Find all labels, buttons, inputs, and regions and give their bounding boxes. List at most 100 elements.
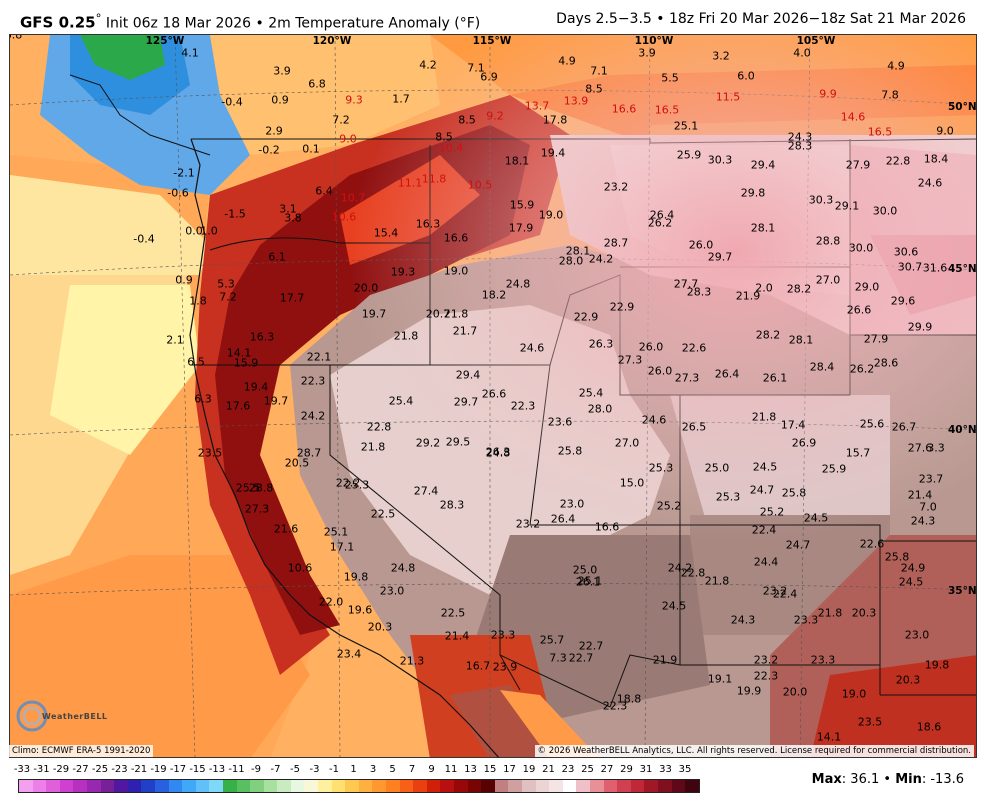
lon-label-115: 115°W	[472, 35, 512, 47]
station-value: 20.3	[367, 620, 393, 634]
station-value: 2.9	[265, 124, 283, 138]
lat-label-40: 40°N	[948, 424, 977, 436]
station-value: 25.2	[759, 505, 785, 519]
station-value: 22.4	[751, 523, 777, 537]
scale-tick-label: -31	[33, 764, 50, 775]
station-value: 24.5	[661, 599, 687, 613]
station-value: 19.4	[540, 146, 566, 160]
scale-swatch	[236, 780, 251, 792]
scale-swatch	[454, 780, 468, 792]
station-value: 11.5	[715, 90, 741, 104]
station-value: 6.8	[308, 77, 326, 91]
scale-swatch	[372, 780, 387, 792]
station-value: 17.4	[780, 418, 806, 432]
scale-tick-label: 35	[678, 764, 692, 775]
station-value: 30.7	[897, 260, 923, 274]
scale-tick-label: 31	[639, 764, 653, 775]
station-value: 16.6	[443, 231, 469, 245]
scale-bar	[18, 779, 700, 793]
station-value: 17.7	[279, 291, 305, 305]
station-value: 28.4	[809, 360, 835, 374]
scale-tick-label: 1	[350, 764, 357, 775]
scale-swatch	[114, 780, 128, 792]
station-value: 27.3	[674, 371, 700, 385]
scale-swatch	[73, 780, 87, 792]
station-value: 14.6	[840, 110, 866, 124]
station-value: 7.3	[549, 651, 567, 665]
station-value: 27.4	[413, 484, 439, 498]
min-label: Min	[895, 772, 922, 787]
station-value: 28.7	[296, 446, 322, 460]
station-value: 25.1	[323, 525, 349, 539]
max-min-readout: Max: 36.1 • Min: -13.6	[811, 772, 964, 787]
station-value: 22.8	[680, 566, 706, 580]
scale-tick-label: 33	[659, 764, 672, 775]
station-value: 19.8	[924, 658, 950, 672]
station-value: 25.9	[676, 148, 702, 162]
station-value: 19.1	[707, 672, 733, 686]
init-time: Init 06z 18 Mar 2026	[105, 15, 252, 32]
station-value: 9.0	[339, 132, 357, 146]
min-value: -13.6	[930, 772, 964, 787]
header-title: GFS 0.25° Init 06z 18 Mar 2026 • 2m Temp…	[20, 11, 481, 32]
station-value: 6.0	[737, 69, 755, 83]
scale-swatch	[168, 780, 183, 792]
scale-tick-label: -21	[130, 764, 148, 775]
station-value: 4.9	[558, 54, 576, 68]
station-value: 16.7	[465, 659, 491, 673]
station-value: 19.9	[736, 684, 762, 698]
scale-swatch	[290, 780, 305, 792]
station-value: 24.3	[730, 613, 756, 627]
station-value: 16.8	[10, 34, 23, 42]
scale-swatch	[386, 780, 400, 792]
scale-tick-label: 23	[561, 764, 575, 775]
station-value: 20.0	[353, 281, 379, 295]
scale-swatch	[603, 780, 618, 792]
station-value: 19.4	[243, 380, 269, 394]
scale-tick-label: -7	[270, 764, 281, 775]
station-value: 30.0	[848, 241, 874, 255]
station-value: 25.8	[781, 486, 807, 500]
station-value: 17.9	[508, 221, 534, 235]
station-value: 25.1	[577, 574, 603, 588]
scale-swatch	[589, 780, 604, 792]
scale-tick-label: 7	[408, 764, 416, 775]
station-value: 22.9	[573, 310, 599, 324]
station-value: 24.3	[787, 130, 813, 144]
scale-tick-label: -19	[150, 764, 167, 775]
station-value: 25.1	[673, 119, 699, 133]
scale-swatch	[222, 780, 237, 792]
max-label: Max	[811, 772, 842, 787]
scale-swatch	[318, 780, 332, 792]
station-value: 23.0	[379, 584, 405, 598]
station-value: 26.0	[638, 340, 664, 354]
scale-tick-label: -13	[208, 764, 226, 775]
station-value: 27.0	[614, 436, 640, 450]
station-value: 27.9	[863, 332, 889, 346]
station-value: 3.8	[284, 211, 302, 225]
scale-swatch	[644, 780, 658, 792]
station-value: 22.3	[602, 699, 628, 713]
scale-swatch	[657, 780, 672, 792]
station-value: 17.8	[542, 113, 568, 127]
scale-swatch	[535, 780, 550, 792]
station-value: 23.7	[918, 472, 944, 486]
station-value: 23.5	[857, 715, 883, 729]
station-value: 23.2	[753, 653, 779, 667]
station-value: 9.3	[345, 93, 363, 107]
station-value: 21.8	[443, 307, 469, 321]
station-value: 22.9	[609, 300, 635, 314]
field-name: 2m Temperature Anomaly (°F)	[268, 15, 481, 32]
station-value: 14.1	[226, 346, 252, 360]
scale-swatch	[277, 780, 291, 792]
station-value: 22.5	[370, 507, 396, 521]
station-value: 17.1	[329, 540, 355, 554]
station-value: 10.5	[467, 178, 493, 192]
scale-swatch	[304, 780, 319, 792]
station-value: 19.0	[538, 208, 564, 222]
scale-swatch	[250, 780, 264, 792]
station-value: 25.6	[859, 417, 885, 431]
station-value: 25.4	[578, 386, 604, 400]
station-value: 24.8	[505, 277, 531, 291]
station-value: 25.9	[821, 462, 847, 476]
